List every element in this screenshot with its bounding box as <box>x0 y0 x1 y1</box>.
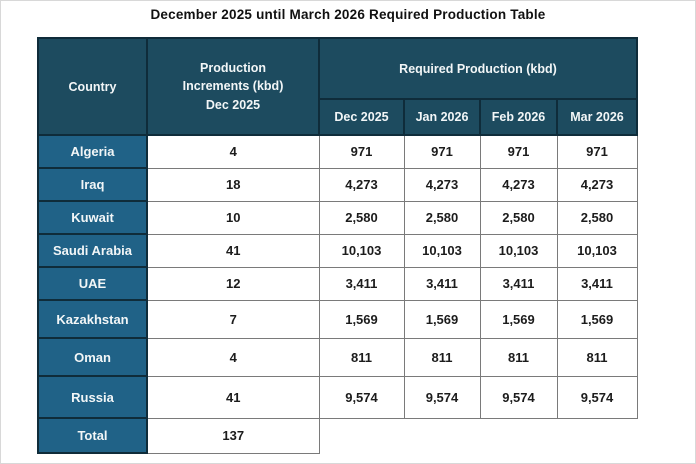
country-cell: Algeria <box>37 134 148 169</box>
month-header-dec-2025: Dec 2025 <box>318 98 405 136</box>
value-cell: 2,580 <box>403 200 481 235</box>
country-cell: Iraq <box>37 167 148 202</box>
value-cell: 811 <box>556 337 638 377</box>
country-cell: Kuwait <box>37 200 148 235</box>
table-row: Russia 41 9,574 9,574 9,574 9,574 <box>37 375 638 419</box>
value-cell: 2,580 <box>479 200 558 235</box>
value-cell: 971 <box>318 134 405 169</box>
required-production-group-header: Required Production (kbd) <box>318 37 638 100</box>
value-cell: 1,569 <box>403 299 481 339</box>
increment-cell: 12 <box>146 266 320 301</box>
value-cell: 10,103 <box>318 233 405 268</box>
empty-cell <box>319 418 637 453</box>
table-row: Iraq 18 4,273 4,273 4,273 4,273 <box>37 167 638 202</box>
value-cell: 2,580 <box>318 200 405 235</box>
value-cell: 3,411 <box>479 266 558 301</box>
page-title: December 2025 until March 2026 Required … <box>150 7 546 22</box>
value-cell: 971 <box>479 134 558 169</box>
value-cell: 10,103 <box>403 233 481 268</box>
header-row-months: Dec 2025 Jan 2026 Feb 2026 Mar 2026 <box>38 98 638 136</box>
country-cell: Kazakhstan <box>37 299 148 339</box>
month-header-mar-2026: Mar 2026 <box>556 98 638 136</box>
table-header: Country Production Increments (kbd) Dec … <box>37 37 638 136</box>
increment-cell: 41 <box>146 375 320 419</box>
table-row: UAE 12 3,411 3,411 3,411 3,411 <box>37 266 638 301</box>
country-column-header: Country <box>37 37 148 136</box>
value-cell: 3,411 <box>318 266 405 301</box>
required-production-table: Country Production Increments (kbd) Dec … <box>37 37 638 454</box>
value-cell: 10,103 <box>479 233 558 268</box>
increment-cell: 4 <box>146 337 320 377</box>
total-label-cell: Total <box>37 417 148 454</box>
increment-cell: 18 <box>146 167 320 202</box>
total-increment-cell: 137 <box>146 417 320 454</box>
country-cell: Russia <box>37 375 148 419</box>
month-header-jan-2026: Jan 2026 <box>403 98 481 136</box>
country-cell: UAE <box>37 266 148 301</box>
value-cell: 811 <box>318 337 405 377</box>
value-cell: 1,569 <box>556 299 638 339</box>
value-cell: 1,569 <box>318 299 405 339</box>
value-cell: 9,574 <box>556 375 638 419</box>
table-body: Algeria 4 971 971 971 971 Iraq 18 4,273 4,273 4,27… <box>37 134 638 454</box>
country-cell: Oman <box>37 337 148 377</box>
increment-cell: 10 <box>146 200 320 235</box>
value-cell: 4,273 <box>479 167 558 202</box>
table-row: Saudi Arabia 41 10,103 10,103 10,103 10,103 <box>37 233 638 268</box>
value-cell: 971 <box>403 134 481 169</box>
total-row: Total 137 <box>37 417 637 454</box>
value-cell: 9,574 <box>403 375 481 419</box>
country-cell: Saudi Arabia <box>37 233 148 268</box>
table-row: Kazakhstan 7 1,569 1,569 1,569 1,569 <box>37 299 638 339</box>
table-row: Oman 4 811 811 811 811 <box>37 337 638 377</box>
increment-cell: 41 <box>146 233 320 268</box>
value-cell: 3,411 <box>403 266 481 301</box>
value-cell: 1,569 <box>479 299 558 339</box>
increment-cell: 4 <box>146 134 320 169</box>
month-header-feb-2026: Feb 2026 <box>479 98 558 136</box>
value-cell: 811 <box>479 337 558 377</box>
value-cell: 9,574 <box>479 375 558 419</box>
value-cell: 2,580 <box>556 200 638 235</box>
header-row-group: Country Production Increments (kbd) Dec … <box>37 37 638 136</box>
value-cell: 4,273 <box>318 167 405 202</box>
value-cell: 4,273 <box>556 167 638 202</box>
value-cell: 9,574 <box>318 375 405 419</box>
value-cell: 3,411 <box>556 266 638 301</box>
increments-column-header: Production Increments (kbd) Dec 2025 <box>146 37 320 136</box>
table-row: Kuwait 10 2,580 2,580 2,580 2,580 <box>37 200 638 235</box>
value-cell: 811 <box>403 337 481 377</box>
table-row: Algeria 4 971 971 971 971 <box>37 134 638 169</box>
value-cell: 971 <box>556 134 638 169</box>
value-cell: 10,103 <box>556 233 638 268</box>
value-cell: 4,273 <box>403 167 481 202</box>
increment-cell: 7 <box>146 299 320 339</box>
